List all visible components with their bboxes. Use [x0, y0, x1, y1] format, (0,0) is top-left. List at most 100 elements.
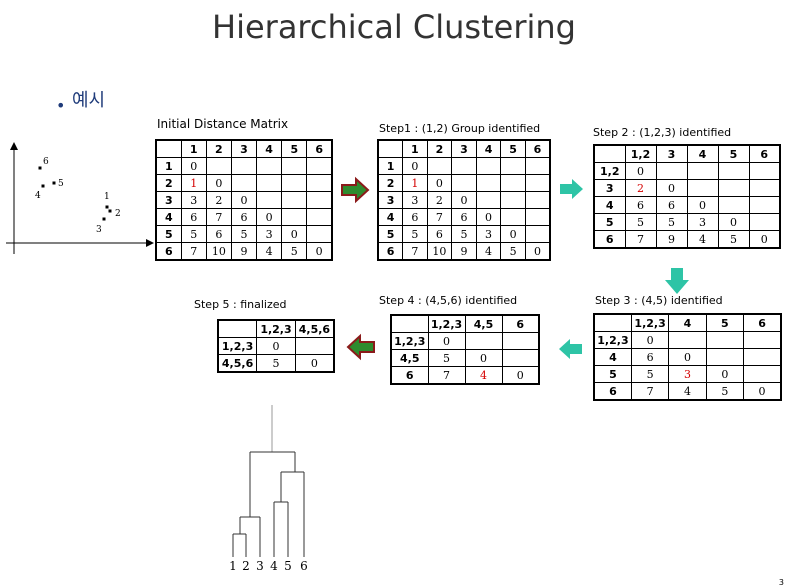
- matrix-cell: [281, 157, 308, 175]
- matrix-cell: [230, 157, 258, 175]
- matrix-corner-cell: [217, 319, 258, 338]
- matrix-cell: 0: [281, 225, 308, 243]
- matrix-cell: 0: [630, 331, 670, 349]
- matrix-title-step2: Step 2 : (1,2,3) identified: [593, 126, 732, 139]
- matrix-corner-cell: [155, 139, 182, 158]
- matrix-cell: [668, 331, 707, 349]
- matrix-cell: 7: [427, 366, 466, 385]
- matrix-cell: 0: [655, 179, 688, 197]
- matrix-column-header: 2: [205, 139, 232, 158]
- matrix-cell: 4: [475, 242, 502, 261]
- scatter-point: [52, 181, 56, 185]
- step3-distance-matrix: 1,2,3 4 5 6 1,2,3 0 4 6 0 5 5 3 0 6 7 4 5 0: [593, 313, 782, 401]
- matrix-cell: 0: [743, 382, 782, 401]
- matrix-column-header: 3: [655, 144, 688, 163]
- slide-title: Hierarchical Clustering: [212, 8, 576, 46]
- dendrogram-leaf-label: 4: [270, 559, 278, 573]
- teal-arrow-down: [665, 268, 689, 294]
- matrix-cell: 1: [180, 174, 207, 192]
- matrix-cell: [451, 174, 477, 192]
- matrix-column-header: 1,2,3: [256, 319, 296, 338]
- matrix-cell: [743, 365, 782, 383]
- matrix-cell: 7: [426, 208, 453, 226]
- matrix-row-header: 4: [593, 196, 626, 214]
- matrix-cell: [306, 191, 333, 209]
- matrix-header-row: 1,2 3 4 5 6: [593, 144, 781, 163]
- matrix-cell: [306, 174, 333, 192]
- matrix-cell: 0: [705, 365, 745, 383]
- matrix-cell: 6: [655, 196, 688, 214]
- matrix-column-header: 6: [524, 139, 551, 158]
- matrix-cell: 6: [205, 225, 232, 243]
- matrix-row-header: 5: [593, 365, 632, 383]
- matrix-cell: [306, 157, 333, 175]
- matrix-cell: 5: [402, 225, 428, 243]
- matrix-cell: [705, 331, 745, 349]
- matrix-cell: 5: [180, 225, 207, 243]
- matrix-column-header: 5: [281, 139, 308, 158]
- matrix-cell: [281, 208, 308, 226]
- matrix-cell: 5: [230, 225, 258, 243]
- matrix-cell: 5: [655, 213, 688, 231]
- matrix-cell: [717, 196, 750, 214]
- matrix-cell: 2: [624, 179, 657, 197]
- matrix-column-header: 3: [451, 139, 477, 158]
- matrix-row: 4,5 5 0: [390, 349, 540, 367]
- matrix-cell: 5: [705, 382, 745, 401]
- matrix-cell: [306, 208, 333, 226]
- matrix-row-header: 1,2,3: [593, 331, 632, 349]
- matrix-cell: [705, 348, 745, 366]
- matrix-cell: [475, 191, 502, 209]
- scatter-point-label: 2: [115, 209, 121, 219]
- matrix-column-header: 1: [402, 139, 428, 158]
- matrix-column-header: 5: [705, 313, 745, 332]
- matrix-cell: [524, 225, 551, 243]
- matrix-cell: 5: [630, 365, 670, 383]
- matrix-header-row: 1,2,3 4,5,6: [217, 319, 335, 338]
- matrix-cell: 0: [427, 332, 466, 350]
- matrix-column-header: 1: [180, 139, 207, 158]
- scatter-point-label: 3: [96, 225, 102, 235]
- matrix-title-step1: Step1 : (1,2) Group identified: [379, 122, 541, 135]
- matrix-column-header: 4: [475, 139, 502, 158]
- matrix-row-header: 4,5,6: [217, 354, 258, 373]
- matrix-cell: 0: [500, 225, 526, 243]
- matrix-header-row: 1,2,3 4 5 6: [593, 313, 782, 332]
- scatter-x-arrow: [146, 239, 154, 247]
- scatter-y-arrow: [10, 142, 18, 150]
- matrix-cell: [256, 157, 283, 175]
- matrix-cell: [500, 208, 526, 226]
- matrix-cell: 9: [230, 242, 258, 261]
- matrix-cell: 0: [464, 349, 503, 367]
- matrix-cell: [500, 157, 526, 175]
- matrix-cell: 9: [451, 242, 477, 261]
- matrix-cell: 2: [426, 191, 453, 209]
- matrix-cell: 10: [205, 242, 232, 261]
- matrix-column-header: 5: [717, 144, 750, 163]
- matrix-corner-cell: [593, 144, 626, 163]
- dendrogram-leaf-label: 3: [256, 559, 264, 573]
- matrix-cell: [524, 208, 551, 226]
- matrix-cell: [475, 174, 502, 192]
- matrix-cell: [524, 191, 551, 209]
- scatter-point: [38, 166, 42, 170]
- matrix-cell: 6: [630, 348, 670, 366]
- matrix-cell: 3: [256, 225, 283, 243]
- matrix-cell: [501, 332, 540, 350]
- matrix-title-step5: Step 5 : finalized: [194, 298, 287, 311]
- matrix-cell: 0: [501, 366, 540, 385]
- matrix-column-header: 1,2,3: [427, 314, 466, 333]
- matrix-cell: [524, 174, 551, 192]
- matrix-cell: [475, 157, 502, 175]
- matrix-column-header: 4: [668, 313, 707, 332]
